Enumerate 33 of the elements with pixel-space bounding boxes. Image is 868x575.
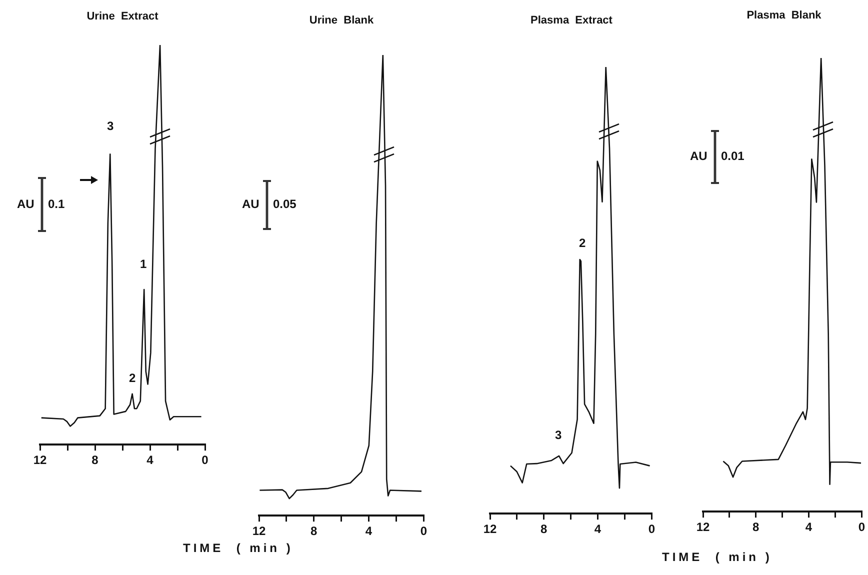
x-axis-title: TIME ( min )	[183, 541, 294, 555]
x-tick-label: 12	[33, 453, 47, 468]
text: AU	[17, 196, 34, 210]
annotation: 0.01	[721, 149, 744, 163]
x-tick-label: 4	[365, 524, 372, 538]
x-tick-label: 0	[858, 520, 866, 534]
x-tick-label: 0	[420, 524, 428, 538]
x-tick-label: 8	[310, 524, 318, 538]
x-tick-label: 4	[594, 522, 602, 536]
chart-title: Plasma Blank	[746, 10, 822, 22]
annotation: AU	[690, 149, 708, 163]
x-axis-title: TIME ( min )	[662, 550, 772, 564]
x-tick-label: 0	[648, 522, 656, 536]
annotation: 0.1	[48, 196, 65, 210]
chart-title: Plasma Extract	[530, 14, 613, 27]
x-tick-label: 8	[752, 520, 760, 534]
x-tick-label: 12	[696, 520, 710, 534]
x-tick-label: 4	[146, 453, 154, 468]
annotation: 2	[579, 236, 586, 250]
annotation: 0.05	[273, 197, 296, 211]
x-tick-label: 0	[202, 453, 209, 468]
x-tick-label: 8	[540, 522, 548, 536]
annotation: 2	[129, 371, 136, 385]
annotation: 3	[555, 428, 562, 442]
chart-title: Urine Blank	[309, 14, 374, 27]
x-tick-label: 12	[252, 524, 266, 538]
annotation: 1	[140, 257, 147, 271]
annotation: 3	[107, 119, 114, 133]
x-tick-label: 12	[483, 522, 497, 536]
x-tick-label: 8	[92, 453, 99, 468]
chart-title: Urine Extract	[86, 10, 159, 23]
x-tick-label: 4	[805, 520, 812, 534]
annotation: AU	[242, 197, 260, 211]
